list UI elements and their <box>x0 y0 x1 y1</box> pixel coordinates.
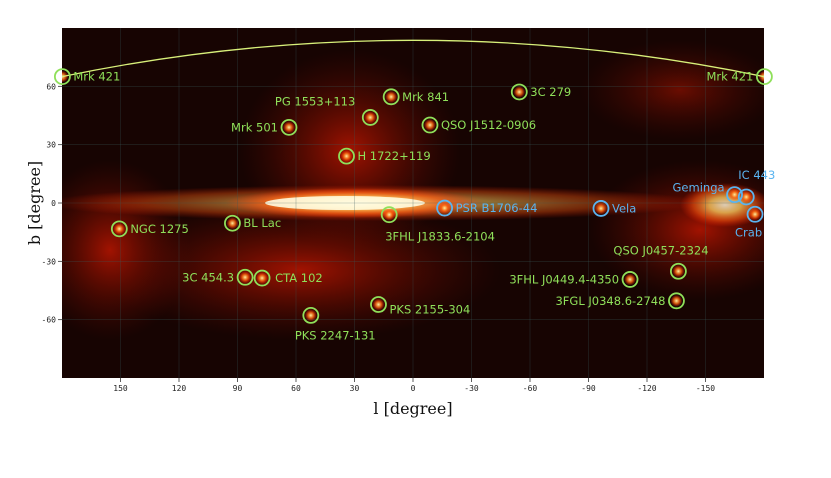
source-marker <box>380 206 398 224</box>
source-label: Geminga <box>673 181 725 195</box>
source-marker <box>302 306 320 324</box>
x-tick-label: -150 <box>696 384 715 393</box>
diffuse-haze-top-right <box>580 40 764 140</box>
x-tick-label: 30 <box>350 384 360 393</box>
source-label: 3FHL J1833.6-2104 <box>385 230 495 244</box>
source-label: Mrk 421 <box>73 70 120 84</box>
source-label: 3FGL J0348.6-2748 <box>555 294 665 308</box>
y-tick-label: 0 <box>51 199 56 208</box>
x-tick-label: 120 <box>172 384 187 393</box>
source-marker <box>592 200 610 217</box>
source-marker <box>421 116 439 134</box>
axis-ticks: 150 120 90 60 30 0 -30 -60 -90 -120 -150 60 30 0 -30 -6… <box>42 82 716 393</box>
source-label: Crab <box>735 225 762 239</box>
source-marker <box>621 271 639 288</box>
galactic-plane-core <box>265 196 425 210</box>
source-marker <box>669 262 687 280</box>
gamma-ray-map <box>62 28 764 378</box>
source-marker <box>755 68 773 86</box>
x-tick-label: -120 <box>637 384 656 393</box>
source-marker <box>280 118 298 136</box>
grid <box>62 28 764 378</box>
source-emission <box>304 309 317 322</box>
source-emission <box>624 273 637 286</box>
diffuse-haze-left <box>62 160 190 340</box>
source-label: CTA 102 <box>275 271 323 285</box>
source-markers: Mrk 421 Mrk 421 3C 279 Mrk 841 PG 1553+113 QS… <box>53 68 775 342</box>
source-emission <box>758 70 764 83</box>
x-tick-label: 0 <box>411 384 416 393</box>
source-emission <box>282 121 295 134</box>
source-label: PKS 2247-131 <box>295 328 376 342</box>
x-axis-title: l [degree] <box>373 399 452 418</box>
source-emission <box>239 271 252 284</box>
source-marker <box>338 147 355 165</box>
source-label: 3FHL J0449.4-4350 <box>509 272 619 286</box>
source-emission <box>226 217 239 230</box>
y-tick-label: 30 <box>46 141 56 150</box>
source-label: H 1722+119 <box>358 149 431 163</box>
source-marker <box>53 68 71 86</box>
source-label: PG 1553+113 <box>275 94 355 108</box>
source-marker <box>361 109 379 126</box>
source-emission <box>672 265 685 278</box>
source-emission <box>670 294 683 307</box>
source-emission <box>364 111 377 124</box>
x-tick-label: 90 <box>233 384 243 393</box>
source-label: Vela <box>612 201 636 215</box>
source-label: Mrk 841 <box>402 90 449 104</box>
source-emission <box>113 222 126 235</box>
source-emission <box>256 272 269 285</box>
source-label: PKS 2155-304 <box>389 303 470 317</box>
source-emission <box>383 208 396 221</box>
source-emission <box>372 298 385 311</box>
source-label: QSO J1512-0906 <box>441 118 536 132</box>
source-label: IC 443 <box>738 168 775 182</box>
source-label: PSR B1706-44 <box>456 201 538 215</box>
y-axis-title: b [degree] <box>25 161 44 245</box>
source-marker <box>370 296 387 313</box>
x-tick-label: 60 <box>291 384 301 393</box>
source-marker <box>436 199 453 217</box>
y-tick-label: 60 <box>46 82 56 91</box>
x-tick-label: -30 <box>464 384 479 393</box>
source-marker <box>726 186 743 204</box>
x-tick-label: -60 <box>523 384 538 393</box>
source-marker <box>110 220 128 238</box>
diffuse-haze-south <box>100 200 500 340</box>
source-marker <box>236 268 254 286</box>
source-label: QSO J0457-2324 <box>613 243 708 257</box>
sky-boundary-arc <box>61 39 765 78</box>
source-marker <box>253 269 271 287</box>
x-tick-label: -90 <box>581 384 596 393</box>
source-emission <box>594 202 607 215</box>
source-emission <box>340 150 353 163</box>
source-emission <box>728 188 741 201</box>
source-emission <box>740 190 753 203</box>
x-tick-label: 150 <box>113 384 128 393</box>
source-marker <box>382 88 400 106</box>
y-tick-label: -60 <box>42 316 57 325</box>
source-emission <box>749 208 762 221</box>
source-label: 3C 279 <box>530 85 571 99</box>
source-emission <box>423 119 436 132</box>
source-label: 3C 454.3 <box>182 270 234 284</box>
source-marker <box>737 188 755 206</box>
source-label: Mrk 501 <box>231 120 278 134</box>
source-emission <box>438 202 451 215</box>
source-label: NGC 1275 <box>130 222 188 236</box>
source-emission <box>513 85 526 98</box>
source-emission-spots <box>62 70 764 322</box>
source-marker <box>224 214 241 232</box>
source-marker <box>746 205 764 223</box>
y-tick-label: -30 <box>42 257 57 266</box>
source-label: Mrk 421 <box>706 70 753 84</box>
source-marker <box>668 292 685 310</box>
source-label: BL Lac <box>243 216 281 230</box>
source-marker <box>510 83 528 101</box>
source-emission <box>385 90 398 103</box>
